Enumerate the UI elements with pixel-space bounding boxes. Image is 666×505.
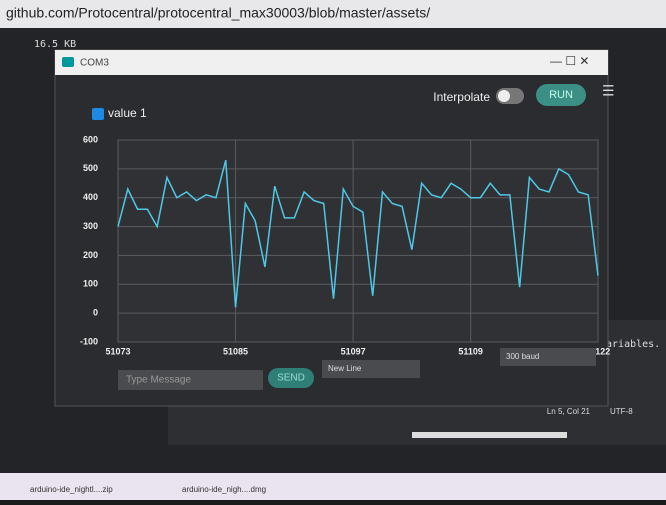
interpolate-label: Interpolate bbox=[433, 90, 490, 104]
legend-label: value 1 bbox=[108, 106, 147, 120]
url: github.com/Protocentral/protocentral_max… bbox=[6, 5, 430, 21]
y-tick-label: 200 bbox=[83, 250, 98, 260]
plot-area bbox=[117, 139, 599, 343]
line bbox=[117, 160, 599, 308]
title-bar bbox=[55, 50, 608, 75]
y-tick-label: 400 bbox=[83, 192, 98, 202]
y-tick-label: 0 bbox=[93, 308, 98, 318]
run-label: RUN bbox=[549, 89, 573, 101]
baud: 300 baud bbox=[506, 352, 539, 361]
x-tick-label: 51109 bbox=[458, 346, 483, 356]
legend-checkbox[interactable] bbox=[92, 108, 104, 120]
x-tick-label: 51073 bbox=[105, 346, 130, 356]
window-title: COM3 bbox=[80, 58, 109, 69]
y-tick-label: -100 bbox=[80, 336, 98, 346]
toggle-knob bbox=[498, 90, 510, 102]
address-bar bbox=[0, 0, 666, 28]
run-button[interactable] bbox=[536, 84, 586, 106]
y-tick-label: 100 bbox=[83, 279, 98, 289]
status: Ln 5, Col 21 bbox=[547, 407, 591, 416]
encoding: UTF-8 bbox=[610, 407, 633, 416]
x-tick-label: 51085 bbox=[223, 346, 248, 356]
download[interactable]: arduino-ide_nigh....dmg bbox=[182, 485, 266, 494]
message-input[interactable] bbox=[118, 370, 263, 390]
scrollbar bbox=[412, 432, 567, 438]
y-tick-label: 600 bbox=[83, 134, 98, 144]
send-label: SEND bbox=[277, 373, 305, 384]
y-tick-label: 300 bbox=[83, 221, 98, 231]
x-tick-label: 51097 bbox=[341, 346, 366, 356]
message-placeholder: Type Message bbox=[126, 375, 191, 386]
download[interactable]: arduino-ide_nightl....zip bbox=[30, 485, 113, 494]
y-tick-label: 500 bbox=[83, 163, 98, 173]
file-size: 16.5 KB bbox=[34, 39, 76, 50]
x-tick-label: 51122 bbox=[586, 346, 611, 356]
line-ending-select[interactable] bbox=[322, 360, 420, 378]
baud-select[interactable] bbox=[500, 348, 596, 366]
window-controls[interactable]: — ☐ ✕ bbox=[550, 54, 589, 68]
code: variables. bbox=[600, 339, 660, 350]
line-ending: New Line bbox=[328, 364, 362, 373]
send-button[interactable] bbox=[268, 368, 314, 388]
taskbar bbox=[0, 473, 666, 500]
app-icon bbox=[62, 57, 74, 67]
menu-icon[interactable]: ☰ bbox=[602, 83, 615, 99]
